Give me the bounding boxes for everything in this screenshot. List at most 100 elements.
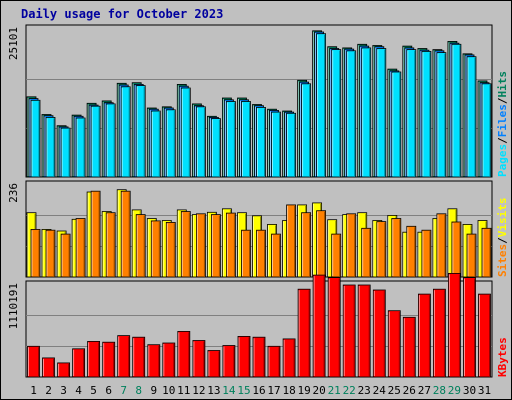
legend-middle-part-1: / [496, 237, 509, 244]
bar-sites-day-16 [256, 229, 266, 278]
bar-sites-day-6 [105, 212, 116, 278]
x-tick-label-day-26: 26 [403, 384, 416, 397]
bar-pages-day-24 [376, 48, 387, 178]
x-tick-label-day-27: 27 [418, 384, 431, 397]
bar-sites-day-28 [436, 213, 447, 278]
bar-sites-day-9 [150, 220, 161, 278]
bar-sites-day-11 [180, 211, 191, 278]
bar-kbytes-day-6 [102, 341, 116, 378]
chart-title: Daily usage for October 2023 [21, 7, 224, 21]
ymax-label-bottom: 1110191 [7, 283, 20, 329]
bar-kbytes-day-30 [463, 277, 476, 378]
bar-kbytes-day-1 [27, 345, 40, 378]
bar-pages-day-11 [180, 87, 191, 178]
bar-pages-day-9 [150, 110, 161, 178]
bar-kbytes-day-31 [478, 293, 491, 378]
bar-kbytes-day-20 [312, 274, 326, 378]
bar-pages-day-14 [225, 101, 236, 178]
bar-sites-day-3 [60, 233, 71, 278]
bar-kbytes-day-28 [432, 288, 446, 378]
bar-kbytes-day-29 [447, 272, 461, 378]
x-tick-label-day-9: 9 [150, 384, 157, 397]
x-tick-label-day-20: 20 [312, 384, 325, 397]
bar-sites-day-19 [301, 212, 312, 278]
x-tick-label-day-28: 28 [433, 384, 446, 397]
x-tick-label-day-29: 29 [448, 384, 461, 397]
bar-sites-day-4 [75, 218, 86, 278]
bar-pages-day-16 [256, 107, 266, 178]
bar-sites-day-12 [195, 213, 206, 278]
legend-middle: Sites/Visits [496, 198, 509, 278]
bar-pages-day-20 [316, 33, 327, 178]
bar-kbytes-day-13 [207, 350, 221, 378]
bar-pages-day-31 [481, 83, 492, 178]
bar-kbytes-day-16 [252, 336, 266, 378]
bar-pages-day-10 [165, 109, 176, 178]
bar-pages-day-1 [30, 99, 41, 178]
x-tick-label-day-22: 22 [343, 384, 356, 397]
bar-pages-day-3 [60, 127, 71, 178]
legend-middle-part-2: Visits [496, 198, 509, 238]
bar-kbytes-day-11 [177, 330, 191, 378]
x-tick-label-day-24: 24 [373, 384, 387, 397]
x-tick-label-day-25: 25 [388, 384, 401, 397]
bar-sites-day-17 [271, 233, 281, 278]
bar-sites-day-18 [286, 204, 297, 278]
bar-pages-day-28 [436, 52, 447, 178]
bar-pages-day-5 [90, 105, 101, 178]
x-tick-label-day-12: 12 [192, 384, 205, 397]
x-tick-label-day-18: 18 [282, 384, 295, 397]
bar-pages-day-7 [120, 86, 131, 178]
bar-kbytes-day-24 [372, 289, 386, 378]
bar-pages-day-2 [45, 117, 56, 178]
bar-kbytes-day-21 [327, 277, 341, 378]
x-tick-label-day-30: 30 [463, 384, 476, 397]
bar-sites-day-30 [466, 233, 477, 278]
bar-sites-day-27 [421, 229, 432, 278]
bar-pages-day-18 [286, 112, 297, 178]
x-tick-label-day-17: 17 [267, 384, 280, 397]
x-tick-label-day-8: 8 [135, 384, 142, 397]
bar-pages-day-25 [391, 71, 402, 178]
bar-sites-day-1 [30, 228, 41, 278]
bar-sites-day-10 [165, 221, 176, 278]
bar-sites-day-24 [376, 221, 387, 278]
bar-kbytes-day-26 [402, 316, 416, 378]
x-tick-label-day-2: 2 [45, 384, 52, 397]
x-tick-label-day-14: 14 [222, 384, 236, 397]
legend-top-part-4: Hits [496, 71, 509, 98]
x-tick-label-day-16: 16 [252, 384, 265, 397]
bar-pages-day-26 [406, 49, 417, 178]
legend-top-part-3: / [496, 97, 509, 104]
x-tick-label-day-1: 1 [30, 384, 37, 397]
bar-kbytes-day-7 [117, 335, 131, 378]
bar-sites-day-23 [361, 227, 372, 278]
x-tick-label-day-11: 11 [177, 384, 190, 397]
bar-kbytes-day-25 [387, 310, 401, 378]
legend-top-part-1: / [496, 137, 509, 144]
bar-pages-day-15 [241, 101, 251, 178]
ymax-label-top: 25101 [7, 27, 20, 60]
bar-kbytes-day-4 [72, 348, 85, 378]
bar-pages-day-4 [75, 117, 86, 178]
bar-pages-day-23 [361, 47, 372, 178]
bar-sites-day-22 [346, 213, 357, 278]
bar-sites-day-15 [241, 229, 251, 278]
bar-kbytes-day-22 [342, 284, 356, 378]
bar-pages-day-12 [195, 106, 206, 178]
bar-kbytes-day-10 [162, 342, 176, 378]
bar-kbytes-day-2 [42, 357, 55, 378]
bar-sites-day-8 [135, 214, 146, 278]
x-tick-label-day-5: 5 [90, 384, 97, 397]
bar-sites-day-31 [481, 227, 492, 278]
x-tick-label-day-7: 7 [120, 384, 127, 397]
bar-sites-day-7 [120, 190, 131, 278]
ymax-label-middle: 236 [7, 183, 20, 203]
bar-kbytes-day-18 [282, 338, 296, 378]
bar-pages-day-29 [451, 43, 462, 178]
bar-pages-day-6 [105, 103, 116, 178]
x-tick-label-day-3: 3 [60, 384, 67, 397]
bar-pages-day-21 [331, 49, 342, 178]
legend-bottom: KBytes [496, 337, 509, 377]
